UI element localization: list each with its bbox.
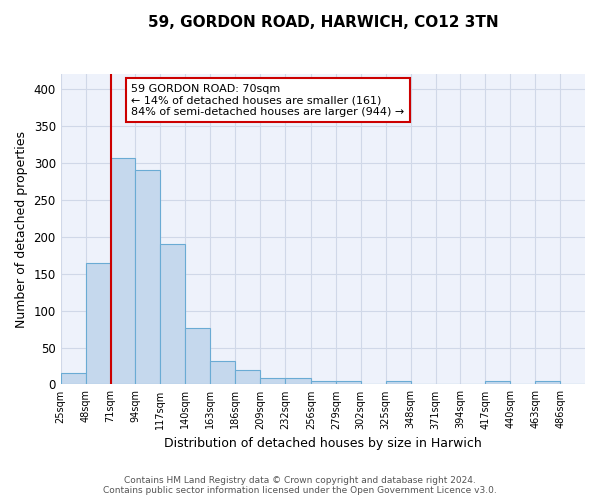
Bar bbox=[86, 262, 110, 384]
Bar bbox=[210, 361, 235, 384]
Bar bbox=[160, 244, 185, 384]
Bar bbox=[485, 382, 510, 384]
Y-axis label: Number of detached properties: Number of detached properties bbox=[15, 131, 28, 328]
Bar bbox=[386, 382, 410, 384]
Bar bbox=[535, 382, 560, 384]
Bar bbox=[260, 378, 285, 384]
Text: 59 GORDON ROAD: 70sqm
← 14% of detached houses are smaller (161)
84% of semi-det: 59 GORDON ROAD: 70sqm ← 14% of detached … bbox=[131, 84, 405, 116]
Bar bbox=[311, 380, 336, 384]
Bar bbox=[136, 170, 160, 384]
Bar bbox=[61, 372, 86, 384]
Text: Contains HM Land Registry data © Crown copyright and database right 2024.
Contai: Contains HM Land Registry data © Crown c… bbox=[103, 476, 497, 495]
Bar bbox=[235, 370, 260, 384]
Bar bbox=[185, 328, 210, 384]
Bar bbox=[336, 380, 361, 384]
Bar bbox=[285, 378, 311, 384]
Title: 59, GORDON ROAD, HARWICH, CO12 3TN: 59, GORDON ROAD, HARWICH, CO12 3TN bbox=[148, 15, 498, 30]
X-axis label: Distribution of detached houses by size in Harwich: Distribution of detached houses by size … bbox=[164, 437, 482, 450]
Bar bbox=[110, 158, 136, 384]
